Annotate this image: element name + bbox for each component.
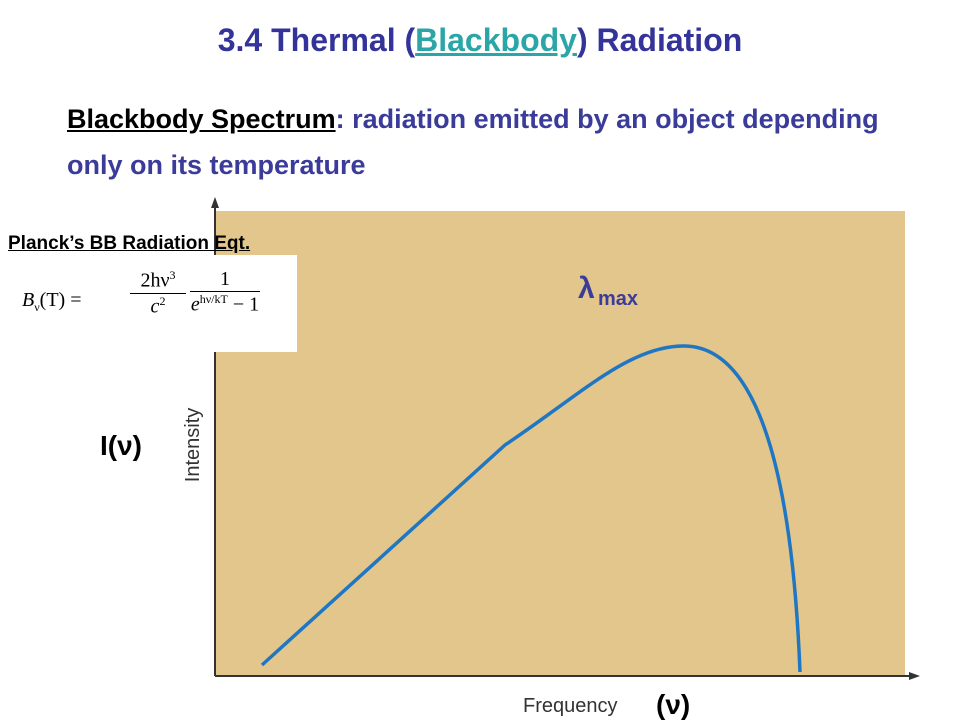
definition-text: : radiation emitted by an object dependi… [67,104,879,180]
equation-lhs: Bν(T) = [22,289,81,315]
eq-sup: hν/kT [199,292,228,306]
x-axis-label: Frequency [523,695,618,717]
equation-fraction: 2hν3 c2 [130,268,186,318]
eq-subscript: ν [34,300,40,314]
plot-area [215,211,905,676]
y-symbol: I(ν) [100,430,142,461]
eq-sup: 3 [169,268,176,282]
definition-term: Blackbody Spectrum [67,104,336,134]
eq-text: c [150,295,160,318]
definition: Blackbody Spectrum: radiation emitted by… [67,96,887,188]
y-axis-arrow [211,197,219,208]
y-axis-label: Intensity [182,408,204,482]
title-text: 3.4 Thermal ( [217,22,416,58]
equation-box [0,255,297,352]
eq-text: 2hν [140,269,170,292]
x-axis-arrow [909,672,920,680]
title-link[interactable]: Blackbody [415,22,577,58]
eq-text: (T) = [39,289,82,311]
peak-label: λ [578,272,595,305]
x-symbol: (ν) [656,689,690,720]
eq-text: 1 [190,268,260,292]
eq-text: − 1 [232,293,260,316]
eq-symbol: B [22,289,35,311]
equation-label: Planck’s BB Radiation Eqt. [8,233,251,254]
slide-title: 3.4 Thermal (Blackbody) Radiation [0,22,960,59]
equation-fraction: 1 ehν/kT − 1 [190,268,260,317]
eq-sup: 2 [159,293,166,308]
spectrum-curve [260,344,802,673]
title-text: ) Radiation [576,22,743,58]
eq-text: e [190,293,200,316]
peak-subscript: max [598,288,638,310]
